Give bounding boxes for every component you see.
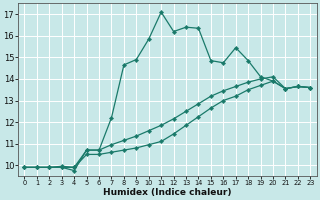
X-axis label: Humidex (Indice chaleur): Humidex (Indice chaleur) [103, 188, 232, 197]
